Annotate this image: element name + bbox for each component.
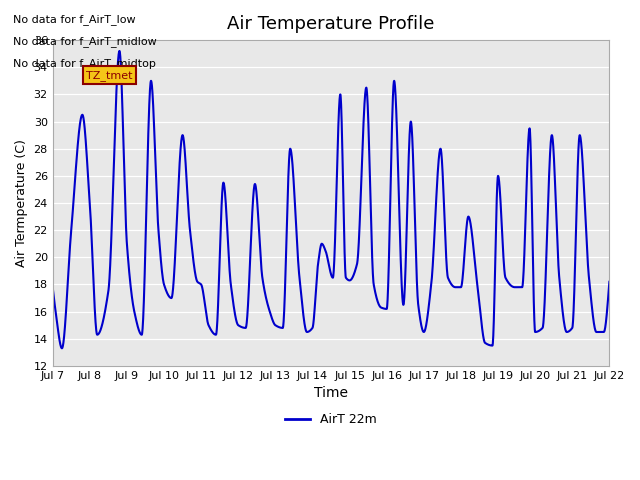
Legend: AirT 22m: AirT 22m bbox=[280, 408, 382, 432]
Text: TZ_tmet: TZ_tmet bbox=[86, 70, 133, 81]
Y-axis label: Air Termperature (C): Air Termperature (C) bbox=[15, 139, 28, 267]
Text: No data for f_AirT_midlow: No data for f_AirT_midlow bbox=[13, 36, 157, 47]
Text: No data for f_AirT_low: No data for f_AirT_low bbox=[13, 14, 136, 25]
Text: No data for f_AirT_midtop: No data for f_AirT_midtop bbox=[13, 58, 156, 69]
X-axis label: Time: Time bbox=[314, 386, 348, 400]
Title: Air Temperature Profile: Air Temperature Profile bbox=[227, 15, 435, 33]
